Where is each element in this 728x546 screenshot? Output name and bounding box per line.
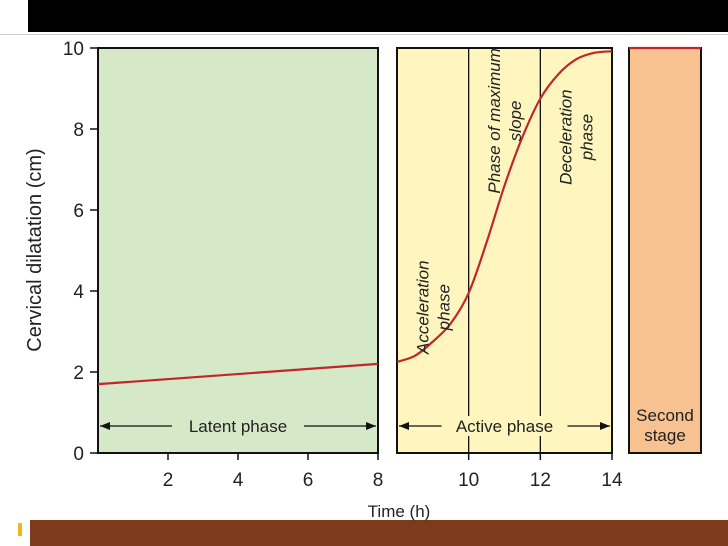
phase-label-line: Deceleration xyxy=(557,89,576,184)
x-tick-label: 6 xyxy=(303,470,314,491)
x-tick-label: 4 xyxy=(233,470,244,491)
y-tick-label: 2 xyxy=(73,363,84,384)
y-tick-label: 8 xyxy=(73,120,84,141)
active-phase-label: Active phase xyxy=(456,417,553,436)
y-tick-label: 0 xyxy=(73,444,84,465)
y-axis-label: Cervical dilatation (cm) xyxy=(24,148,46,351)
latent-phase-label: Latent phase xyxy=(189,417,287,436)
x-tick-label: 10 xyxy=(458,470,479,491)
x-tick-label: 14 xyxy=(601,470,623,491)
label-backdrop xyxy=(441,416,568,436)
x-tick-label: 8 xyxy=(373,470,384,491)
phase-label-line: phase xyxy=(434,284,453,331)
y-tick-label: 4 xyxy=(73,282,84,303)
second-stage-label: Second xyxy=(636,406,694,425)
y-tick-label: 10 xyxy=(63,39,84,60)
x-tick-label: 2 xyxy=(163,470,174,491)
arrow-head-right xyxy=(366,422,376,430)
y-tick-label: 6 xyxy=(73,201,84,222)
phase-label-line: phase xyxy=(578,114,597,161)
phase-label-line: Acceleration xyxy=(413,260,432,355)
phase-label-line: slope xyxy=(506,101,525,142)
second-stage-label: stage xyxy=(644,426,686,445)
bullet-marker xyxy=(18,523,22,536)
phase-label: Phase of maximum slope xyxy=(485,48,525,194)
latent-panel xyxy=(97,47,379,454)
divider-line xyxy=(0,34,728,35)
footer-bar xyxy=(30,520,728,546)
second-stage-panel xyxy=(628,47,702,454)
title-bar xyxy=(28,0,728,32)
phase-label: Acceleration phase xyxy=(413,260,453,355)
x-tick-label: 12 xyxy=(530,470,551,491)
phase-label: Deceleration phase xyxy=(557,89,597,184)
phase-label-line: Phase of maximum xyxy=(485,48,504,194)
arrow-head-right xyxy=(600,422,610,430)
active-curve xyxy=(396,50,613,363)
arrow-head-left xyxy=(100,422,110,430)
arrow-head-left xyxy=(399,422,409,430)
label-backdrop xyxy=(172,416,304,436)
x-axis-label: Time (h) xyxy=(368,502,431,521)
latent-curve xyxy=(97,362,379,386)
active-panel xyxy=(396,47,613,454)
